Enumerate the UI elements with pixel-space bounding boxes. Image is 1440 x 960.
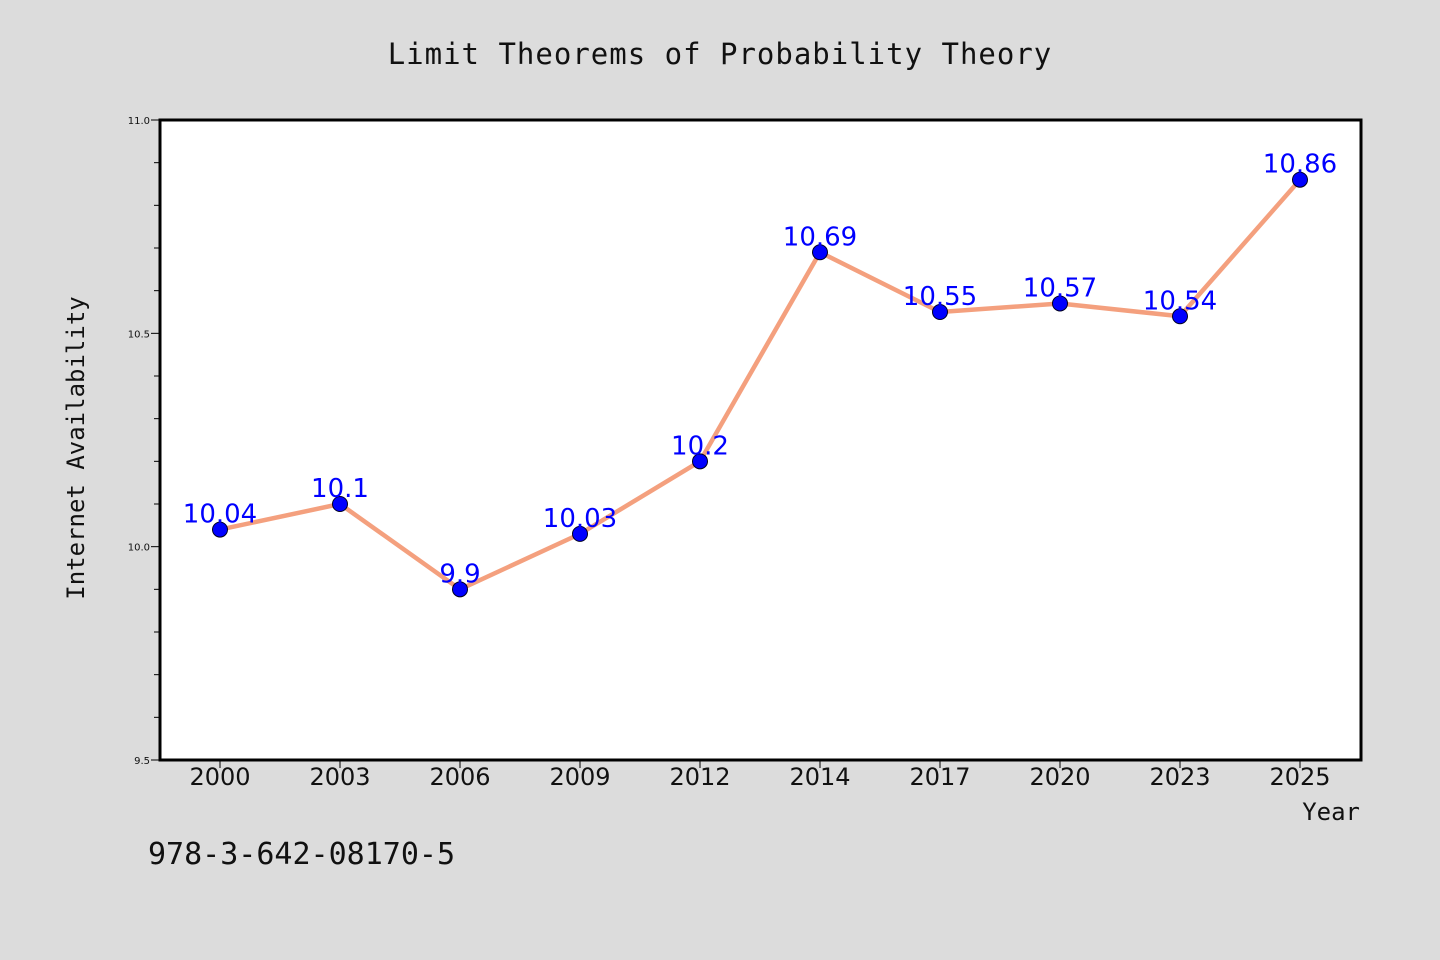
y-tick-label: 9.5 — [134, 756, 150, 767]
data-point — [1052, 295, 1068, 312]
x-tick-label: 2009 — [549, 763, 610, 791]
x-tick-label: 2006 — [429, 763, 490, 791]
data-label: 10.69 — [783, 222, 857, 252]
x-axis-label: Year — [1302, 798, 1360, 826]
series-layer — [212, 171, 1308, 598]
plot-area — [158, 118, 1363, 762]
x-tick-label: 2017 — [909, 763, 970, 791]
data-point — [332, 496, 348, 512]
data-label: 10.1 — [311, 474, 369, 504]
x-axis: 2000 2003 2006 2009 2012 2014 2017 2020 2023 2025 — [189, 760, 1331, 791]
data-labels: 10.04 10.1 9.9 10.03 10.2 10.69 10.55 10.57 10.5… — [183, 150, 1337, 590]
data-point — [572, 525, 588, 542]
x-tick-label: 2025 — [1269, 763, 1330, 791]
x-tick-label: 2014 — [789, 763, 850, 791]
x-tick-label: 2000 — [189, 763, 250, 791]
data-label: 10.03 — [543, 504, 617, 534]
y-tick-label: 10.0 — [128, 543, 150, 554]
data-point — [1292, 171, 1308, 188]
data-label: 10.04 — [183, 500, 257, 530]
isbn-annotation: 978-3-642-08170-5 — [148, 837, 455, 872]
chart-title: Limit Theorems of Probability Theory — [388, 37, 1053, 71]
data-point — [212, 521, 228, 538]
data-label: 10.86 — [1263, 150, 1337, 180]
y-tick-label: 11.0 — [128, 116, 150, 127]
x-tick-label: 2003 — [309, 763, 370, 791]
x-tick-label: 2023 — [1149, 763, 1210, 791]
data-label: 10.54 — [1143, 286, 1217, 316]
data-label: 10.55 — [903, 282, 977, 312]
data-point — [812, 244, 828, 261]
data-point — [1172, 308, 1188, 325]
y-axis-label: Internet Availability — [62, 296, 90, 599]
data-label: 10.57 — [1023, 273, 1097, 303]
y-tick-label: 10.5 — [128, 329, 150, 340]
x-tick-label: 2012 — [669, 763, 730, 791]
data-point — [452, 581, 468, 598]
data-point — [932, 304, 948, 320]
series-line — [217, 177, 1303, 592]
data-point — [692, 453, 708, 470]
x-tick-label: 2020 — [1029, 763, 1090, 791]
data-label: 9.9 — [439, 559, 480, 589]
data-label: 10.2 — [671, 431, 729, 461]
y-axis: 9.5 10.0 10.5 11.0 — [128, 116, 160, 767]
